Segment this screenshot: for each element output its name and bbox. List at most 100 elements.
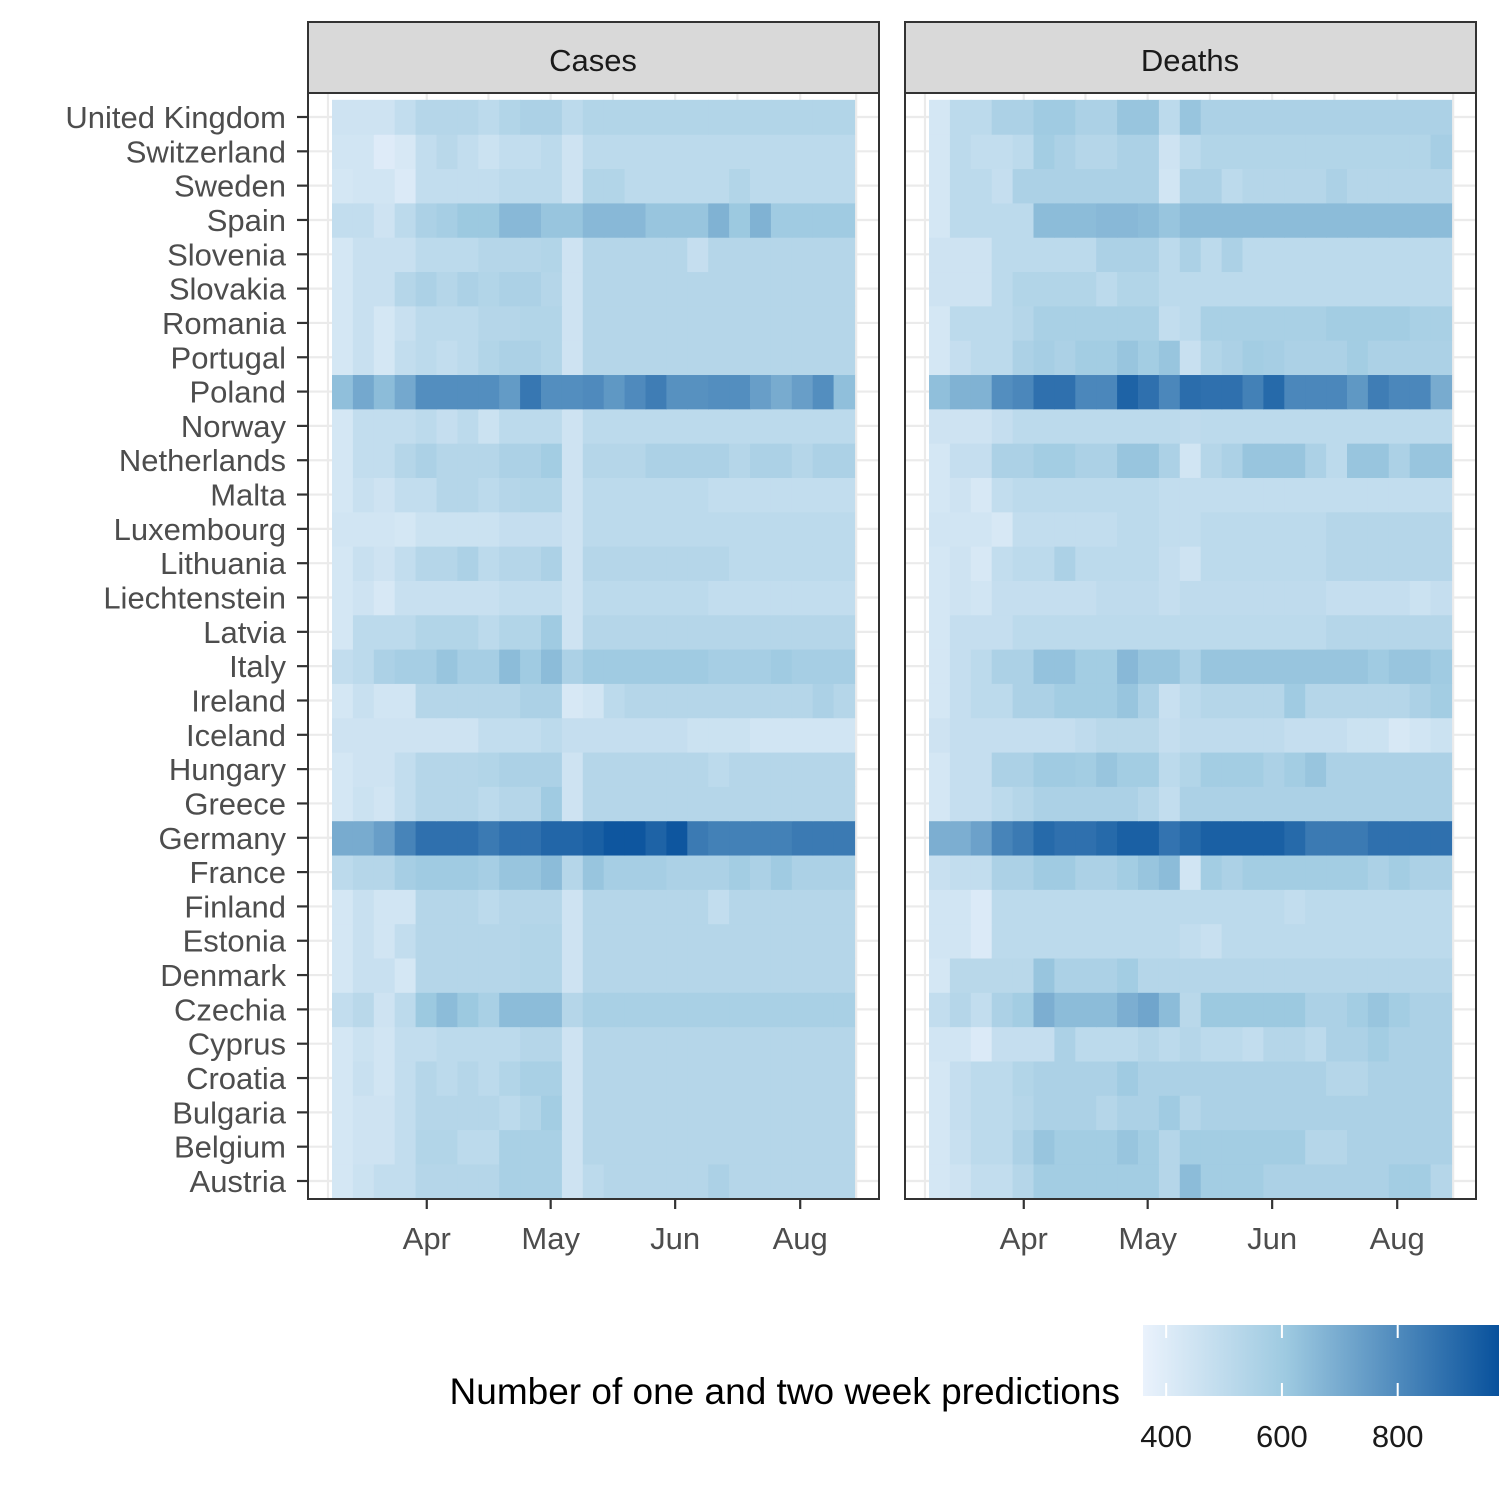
heatmap-cell bbox=[812, 443, 835, 478]
heatmap-cell bbox=[750, 1060, 772, 1096]
heatmap-cell bbox=[436, 649, 458, 684]
heatmap-cell bbox=[645, 477, 667, 513]
heatmap-cell bbox=[770, 546, 793, 581]
heatmap-cell bbox=[1388, 340, 1411, 376]
heatmap-cell bbox=[1200, 443, 1223, 478]
heatmap-cell bbox=[1367, 1026, 1390, 1062]
heatmap-cell bbox=[991, 305, 1014, 341]
heatmap-cell bbox=[1179, 992, 1202, 1028]
heatmap-cell bbox=[1409, 614, 1432, 650]
deaths-panel: Deaths Apr May Jun Aug bbox=[904, 21, 1477, 1256]
heatmap-cell bbox=[394, 305, 417, 341]
heatmap-cell bbox=[1054, 854, 1076, 890]
heatmap-cell bbox=[1075, 923, 1097, 959]
heatmap-cell bbox=[415, 477, 438, 513]
heatmap-cell bbox=[1430, 820, 1453, 856]
heatmap-cell bbox=[791, 614, 814, 650]
heatmap-cell bbox=[991, 614, 1014, 650]
heatmap-cell bbox=[499, 1163, 521, 1199]
heatmap-cell bbox=[1012, 374, 1035, 410]
heatmap-cell bbox=[929, 271, 951, 307]
heatmap-cell bbox=[1117, 649, 1139, 684]
heatmap-cell bbox=[352, 271, 375, 307]
heatmap-cell bbox=[991, 443, 1014, 478]
heatmap-cell bbox=[603, 374, 626, 410]
heatmap-cell bbox=[949, 511, 972, 547]
heatmap-cell bbox=[949, 168, 972, 204]
heatmap-cell bbox=[1347, 305, 1369, 341]
heatmap-cell bbox=[1033, 477, 1055, 513]
heatmap-cell bbox=[1221, 751, 1244, 787]
heatmap-cell bbox=[582, 1163, 605, 1199]
heatmap-cell bbox=[1138, 168, 1160, 204]
heatmap-cell bbox=[332, 443, 354, 478]
heatmap-cell bbox=[478, 374, 500, 410]
y-tick-label: Norway bbox=[181, 409, 287, 444]
heatmap-cell bbox=[929, 1163, 951, 1199]
heatmap-cell bbox=[770, 1095, 793, 1131]
heatmap-cell bbox=[436, 374, 458, 410]
heatmap-cell bbox=[750, 992, 772, 1028]
heatmap-cell bbox=[1054, 511, 1076, 547]
heatmap-cell bbox=[1284, 820, 1306, 856]
heatmap-cell bbox=[1284, 546, 1306, 581]
heatmap-cell bbox=[1263, 1163, 1285, 1199]
heatmap-cell bbox=[457, 957, 479, 993]
heatmap-cell bbox=[332, 854, 354, 890]
heatmap-cell bbox=[1138, 340, 1160, 376]
heatmap-cell bbox=[1054, 134, 1076, 170]
heatmap-cell bbox=[624, 957, 647, 993]
heatmap-cell bbox=[970, 1163, 993, 1199]
heatmap-cell bbox=[929, 614, 951, 650]
heatmap-cell bbox=[812, 923, 835, 959]
heatmap-cell bbox=[1158, 923, 1181, 959]
heatmap-cell bbox=[791, 374, 814, 410]
heatmap-cell bbox=[970, 99, 993, 135]
heatmap-cell bbox=[1012, 168, 1035, 204]
heatmap-cell bbox=[541, 786, 563, 822]
heatmap-cell bbox=[687, 957, 709, 993]
heatmap-cell bbox=[949, 717, 972, 753]
heatmap-cell bbox=[499, 546, 521, 581]
heatmap-cell bbox=[1179, 649, 1202, 684]
heatmap-cell bbox=[1117, 614, 1139, 650]
heatmap-cell bbox=[561, 683, 584, 719]
heatmap-cell bbox=[436, 1026, 458, 1062]
heatmap-cell bbox=[929, 99, 951, 135]
heatmap-cell bbox=[666, 99, 688, 135]
heatmap-cell bbox=[332, 134, 354, 170]
y-tick-label: Denmark bbox=[160, 958, 286, 993]
heatmap-cell bbox=[1096, 1095, 1118, 1131]
heatmap-cell bbox=[1200, 1163, 1223, 1199]
heatmap-cell bbox=[1138, 683, 1160, 719]
heatmap-cell bbox=[1117, 305, 1139, 341]
heatmap-cell bbox=[970, 168, 993, 204]
heatmap-cell bbox=[1388, 546, 1411, 581]
heatmap-cell bbox=[949, 1095, 972, 1131]
heatmap-cell bbox=[645, 1060, 667, 1096]
heatmap-cell bbox=[582, 99, 605, 135]
heatmap-cell bbox=[394, 820, 417, 856]
heatmap-cell bbox=[833, 786, 856, 822]
heatmap-cell bbox=[1409, 1060, 1432, 1096]
heatmap-cell bbox=[499, 408, 521, 444]
heatmap-cell bbox=[1012, 1129, 1035, 1165]
heatmap-cell bbox=[812, 614, 835, 650]
heatmap-cell bbox=[1430, 1095, 1453, 1131]
heatmap-cell bbox=[750, 374, 772, 410]
heatmap-cell bbox=[373, 1163, 396, 1199]
heatmap-cell bbox=[1409, 1129, 1432, 1165]
heatmap-cell bbox=[1242, 717, 1264, 753]
heatmap-cell bbox=[624, 992, 647, 1028]
heatmap-cell bbox=[1117, 1129, 1139, 1165]
heatmap-cell bbox=[1033, 786, 1055, 822]
heatmap-cell bbox=[1284, 1060, 1306, 1096]
heatmap-cell bbox=[708, 443, 730, 478]
heatmap-cell bbox=[1263, 237, 1285, 273]
heatmap-cell bbox=[1263, 1095, 1285, 1131]
heatmap-cell bbox=[1409, 305, 1432, 341]
heatmap-cell bbox=[582, 786, 605, 822]
heatmap-cell bbox=[1012, 477, 1035, 513]
heatmap-cell bbox=[991, 99, 1014, 135]
